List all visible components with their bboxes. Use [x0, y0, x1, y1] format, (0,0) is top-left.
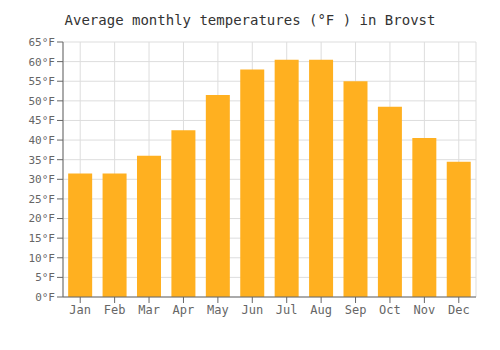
svg-text:45°F: 45°F — [29, 114, 56, 127]
svg-text:50°F: 50°F — [29, 95, 56, 108]
svg-text:25°F: 25°F — [29, 193, 56, 206]
svg-text:15°F: 15°F — [29, 232, 56, 245]
svg-text:Jan: Jan — [69, 303, 91, 317]
svg-text:May: May — [207, 303, 229, 317]
svg-text:Feb: Feb — [104, 303, 126, 317]
svg-text:Aug: Aug — [310, 303, 332, 317]
svg-text:30°F: 30°F — [29, 173, 56, 186]
svg-text:55°F: 55°F — [29, 75, 56, 88]
svg-text:60°F: 60°F — [29, 56, 56, 69]
svg-text:Apr: Apr — [173, 303, 195, 317]
svg-text:Jul: Jul — [276, 303, 298, 317]
svg-text:20°F: 20°F — [29, 212, 56, 225]
svg-text:35°F: 35°F — [29, 154, 56, 167]
svg-text:65°F: 65°F — [29, 36, 56, 49]
html-text:Average monthly temperatures (: Average monthly temperatures (°F ) in Br… — [64, 12, 436, 28]
svg-text:Mar: Mar — [138, 303, 160, 317]
svg-text:10°F: 10°F — [29, 252, 56, 265]
svg-text:0°F: 0°F — [35, 291, 55, 304]
svg-text:Dec: Dec — [448, 303, 470, 317]
svg-text:Oct: Oct — [379, 303, 401, 317]
svg-text:Nov: Nov — [414, 303, 436, 317]
svg-text:5°F: 5°F — [35, 271, 55, 284]
svg-text:Sep: Sep — [345, 303, 367, 317]
svg-text:40°F: 40°F — [29, 134, 56, 147]
svg-text:Jun: Jun — [241, 303, 263, 317]
